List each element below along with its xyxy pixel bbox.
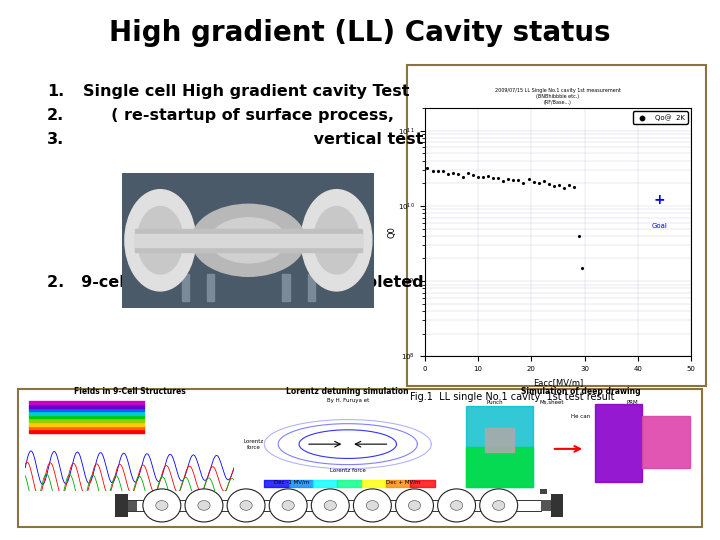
Text: 2.: 2. (47, 108, 64, 123)
Text: He can: He can (571, 414, 590, 418)
Bar (181, 274, 189, 301)
Text: Single cell High gradient cavity Test: Single cell High gradient cavity Test (83, 84, 409, 99)
Text: 1.: 1. (47, 84, 64, 99)
Bar (642, 416, 690, 468)
Title: Fields in 9-Cell Structures: Fields in 9-Cell Structures (73, 387, 186, 396)
Bar (30, 401, 144, 404)
Bar (307, 274, 315, 301)
Bar (541, 500, 551, 511)
Text: Fig.1  LL single No.1 cavity  1st test result: Fig.1 LL single No.1 cavity 1st test res… (410, 392, 615, 402)
Ellipse shape (408, 501, 420, 510)
Text: ( re-startup of surface process,: ( re-startup of surface process, (83, 108, 394, 123)
Ellipse shape (395, 489, 433, 522)
Bar (595, 404, 642, 482)
Text: High gradient (LL) Cavity status: High gradient (LL) Cavity status (109, 19, 611, 47)
Ellipse shape (324, 501, 336, 510)
Text: 3.: 3. (47, 132, 64, 147)
Text: Punch: Punch (487, 401, 503, 406)
Title: Simulation of deep drawing: Simulation of deep drawing (521, 387, 640, 396)
Bar (485, 428, 514, 451)
Text: Lorentz
force: Lorentz force (243, 438, 264, 449)
Bar (30, 423, 144, 426)
Bar (30, 415, 144, 418)
Bar (127, 500, 138, 511)
Ellipse shape (480, 489, 518, 522)
Text: Dec + MV/m: Dec + MV/m (386, 480, 420, 484)
Ellipse shape (269, 489, 307, 522)
Ellipse shape (366, 501, 379, 510)
Bar (115, 494, 127, 517)
X-axis label: Eacc[MV/m]: Eacc[MV/m] (533, 377, 583, 387)
Bar (467, 406, 533, 487)
Bar (30, 408, 144, 411)
Bar (467, 447, 533, 487)
Ellipse shape (227, 489, 265, 522)
Ellipse shape (125, 190, 196, 291)
Bar (407, 65, 706, 386)
Ellipse shape (492, 501, 505, 510)
Y-axis label: Q0: Q0 (388, 226, 397, 238)
Text: Lorentz force: Lorentz force (330, 469, 366, 474)
Text: PRM: PRM (627, 401, 639, 406)
Bar (18, 389, 702, 526)
Bar (551, 494, 563, 517)
Ellipse shape (138, 206, 183, 274)
Bar (158, 489, 166, 494)
Ellipse shape (240, 501, 252, 510)
Bar (282, 274, 290, 301)
Ellipse shape (451, 501, 463, 510)
Ellipse shape (192, 204, 305, 276)
Text: +: + (654, 193, 665, 207)
Ellipse shape (302, 190, 372, 291)
Bar (135, 229, 362, 252)
Text: By H. Furuya et: By H. Furuya et (327, 397, 369, 403)
Bar (30, 426, 144, 429)
Bar (30, 412, 144, 415)
Ellipse shape (185, 489, 223, 522)
Ellipse shape (311, 489, 349, 522)
Text: vertical test stand ): vertical test stand ) (83, 132, 492, 147)
Bar (30, 419, 144, 422)
Text: 2.   9-cell LL cavity design was completed.: 2. 9-cell LL cavity design was completed… (47, 275, 430, 291)
Ellipse shape (143, 489, 181, 522)
Ellipse shape (354, 489, 392, 522)
Ellipse shape (211, 218, 287, 263)
Ellipse shape (282, 501, 294, 510)
Ellipse shape (198, 501, 210, 510)
Title: 2009/07/15 LL Single No.1 cavity 1st measurement
(BNBhibbble etc.)
(RF/Base...): 2009/07/15 LL Single No.1 cavity 1st mea… (495, 88, 621, 105)
Ellipse shape (314, 206, 359, 274)
Bar (30, 430, 144, 433)
Title: Lorentz detuning simulation: Lorentz detuning simulation (287, 387, 409, 396)
Text: Goal: Goal (652, 222, 667, 228)
Text: Dec -1 MV/m: Dec -1 MV/m (274, 480, 310, 484)
Bar (30, 404, 144, 408)
Legend: Qo@  2K: Qo@ 2K (633, 111, 688, 124)
Bar (207, 274, 215, 301)
Bar (135, 233, 362, 247)
Ellipse shape (438, 489, 476, 522)
Bar (540, 489, 547, 494)
Text: Ms.sheet: Ms.sheet (539, 401, 564, 406)
Ellipse shape (156, 501, 168, 510)
